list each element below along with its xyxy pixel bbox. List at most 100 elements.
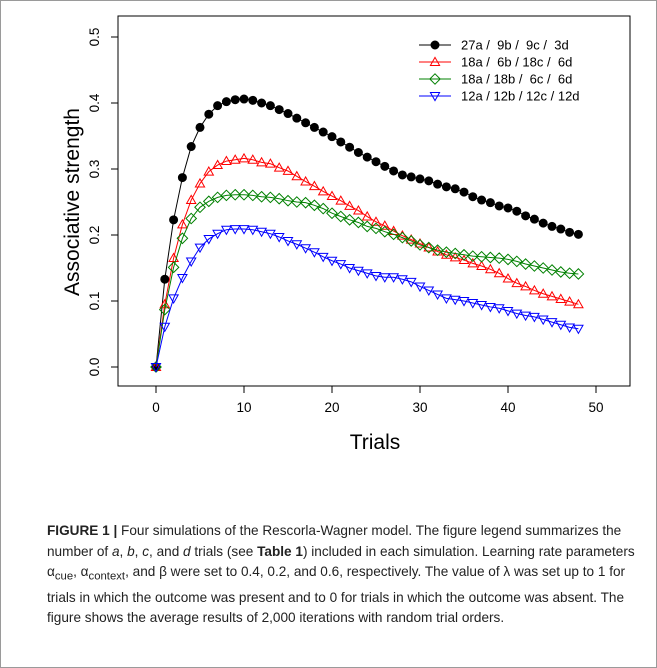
data-point [458,297,470,307]
data-point [476,301,488,311]
data-point [256,156,268,167]
data-point [317,252,329,263]
data-point [176,218,188,229]
data-point [345,142,355,152]
data-point [248,95,258,105]
data-point [555,320,567,331]
data-point [282,165,294,175]
data-point [195,122,205,132]
data-point [405,277,417,288]
data-point [440,249,452,259]
data-point [564,323,576,334]
data-point [150,363,162,373]
data-point [432,290,444,301]
x-axis-label: Trials [350,431,401,454]
data-point [291,170,303,181]
data-point [158,303,171,316]
series-line [155,194,579,368]
data-point [317,202,330,215]
data-point [204,109,214,119]
data-point [429,56,441,66]
y-tick-label: 0.0 [87,358,102,377]
data-point [405,234,417,244]
data-point [484,302,496,313]
data-point [336,137,346,147]
data-point [220,189,233,202]
data-point [477,195,487,205]
data-point [422,241,435,254]
data-point [283,109,293,119]
data-point [202,195,215,208]
data-point [556,224,566,234]
data-point [194,201,206,214]
data-point [494,201,504,211]
data-point [176,232,189,245]
data-point [458,248,470,261]
data-point [379,273,391,283]
series-line [155,228,579,368]
data-point [429,92,441,102]
data-point [159,322,171,333]
data-point [317,185,329,196]
data-point [361,220,374,233]
data-point [362,152,372,162]
data-point [212,159,224,169]
data-point [405,235,418,247]
data-point [430,40,440,50]
series-group [150,188,585,373]
series-group [151,94,583,372]
legend-label: 12a / 12b / 12c / 12d [461,89,580,104]
figure-label: FIGURE 1 | [47,523,118,538]
caption-segment: Four simulations of the Rescorla-Wagner … [47,523,622,559]
data-point [370,222,382,235]
data-point [502,253,514,266]
data-point [229,154,241,164]
caption-segment: , and β were set to 0.4, 0.2, and 0.6, r… [47,564,626,626]
data-point [274,105,284,115]
data-point [176,273,188,284]
x-tick-label: 30 [412,400,427,415]
data-point [484,263,496,274]
data-point [450,184,460,194]
data-point [414,282,426,293]
data-point [220,225,232,236]
caption-segment: ) included in each simulation. Learning … [47,543,635,580]
data-point [433,179,443,189]
data-point [529,214,539,224]
series-group [150,225,584,373]
data-point [160,274,170,284]
data-point [150,361,162,371]
data-point [273,233,285,243]
data-point [282,194,294,207]
data-point [370,216,382,226]
caption-segment: a [111,543,120,559]
data-point [458,254,470,265]
data-point [221,97,231,107]
caption-segment: , [134,543,143,559]
data-point [547,221,557,231]
data-point [371,157,381,167]
data-point [185,194,197,204]
data-point [264,191,277,204]
data-point [256,227,268,238]
data-point [334,210,347,223]
data-point [318,127,328,137]
data-point [572,324,584,335]
data-point [273,192,286,205]
x-tick-label: 40 [500,400,515,415]
data-point [380,161,390,171]
caption-segment: , and [149,543,184,559]
data-point [326,256,338,267]
x-tick-label: 0 [152,400,160,415]
data-point [300,244,312,254]
data-point [572,298,584,309]
data-point [220,155,232,166]
data-point [247,154,259,164]
data-point [538,218,548,228]
x-tick-label: 20 [324,400,339,415]
data-point [467,299,479,309]
data-point [343,213,356,226]
data-point [537,315,549,326]
series-line [155,157,579,368]
